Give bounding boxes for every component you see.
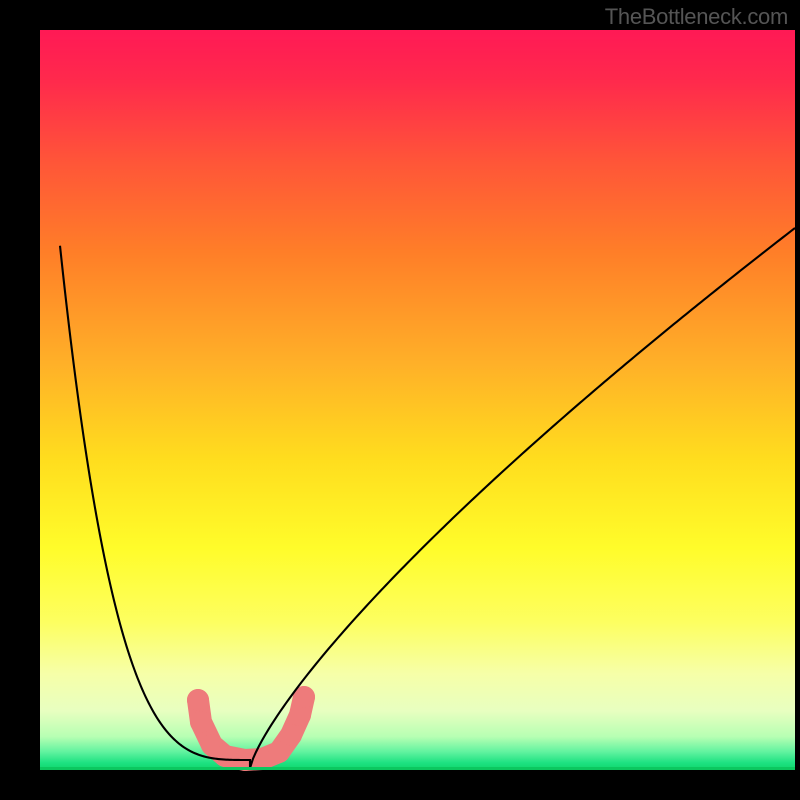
marker-dot [190, 711, 212, 733]
chart-container: TheBottleneck.com [0, 0, 800, 800]
marker-dot [187, 689, 209, 711]
marker-dot [280, 724, 302, 746]
marker-dot [214, 745, 236, 767]
gradient-plot-area [40, 30, 795, 770]
bottleneck-curve-chart [0, 0, 800, 800]
watermark-text: TheBottleneck.com [605, 4, 788, 30]
baseline-strip [40, 767, 795, 770]
